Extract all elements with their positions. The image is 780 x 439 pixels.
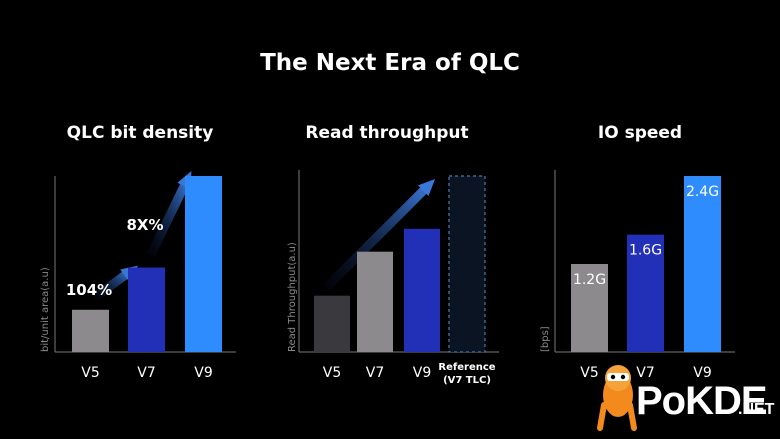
chart3-bar-1 [571,264,608,352]
page-title: The Next Era of QLC [260,50,520,76]
chart2-tick-4: Reference (V7 TLC) [438,362,495,386]
watermark-text: PoKDE [636,379,767,423]
chart2-tick-3: V9 [413,365,431,381]
pokde-watermark: PoKDE .NET [590,350,780,439]
chart1-growth-arrow-2 [146,178,192,258]
chart2-tick-1: V5 [323,365,341,381]
mascot-icon [597,365,637,431]
chart3-data-label-3: 2.4G [686,184,719,200]
chart2-bar-3 [404,228,440,352]
chart2-arrowhead [418,178,436,196]
chart2-tick-2: V7 [366,365,384,381]
chart2-bar-2 [357,251,393,352]
chart1-growth-arrow-1 [91,267,133,302]
chart1-annotation-1: 104% [66,281,112,299]
chart2-growth-arrow [322,182,432,291]
chart3-tick-1: V5 [580,365,598,381]
chart3-bar-3 [684,176,721,352]
chart3-title: IO speed [597,123,683,143]
chart3-tick-3: V9 [693,365,711,381]
chart1-tick-3: V9 [194,365,212,381]
chart2-ylabel: Read Throughput(a.u) [287,242,298,352]
chart1-tick-1: V5 [81,365,99,381]
chart2-bar-4 [448,175,486,353]
chart3-ylabel: [bps] [540,326,551,352]
chart3-bar-2 [627,234,664,352]
chart1-bar-2 [128,267,165,352]
chart3-data-label-2: 1.6G [629,243,662,259]
chart2-title: Read throughput [305,123,469,143]
chart1-ylabel: bit/unit area(a.u) [40,267,51,352]
chart1-bar-3 [185,176,222,352]
chart1-title: QLC bit density [66,123,214,143]
chart1-tick-2: V7 [137,365,155,381]
chart3-data-label-1: 1.2G [573,272,606,288]
chart1-bar-1 [72,309,109,352]
watermark-suffix: .NET [738,401,775,418]
chart2-bar-1 [314,295,350,352]
chart3-tick-2: V7 [636,365,654,381]
chart1-annotation-2: 8X% [126,216,163,234]
